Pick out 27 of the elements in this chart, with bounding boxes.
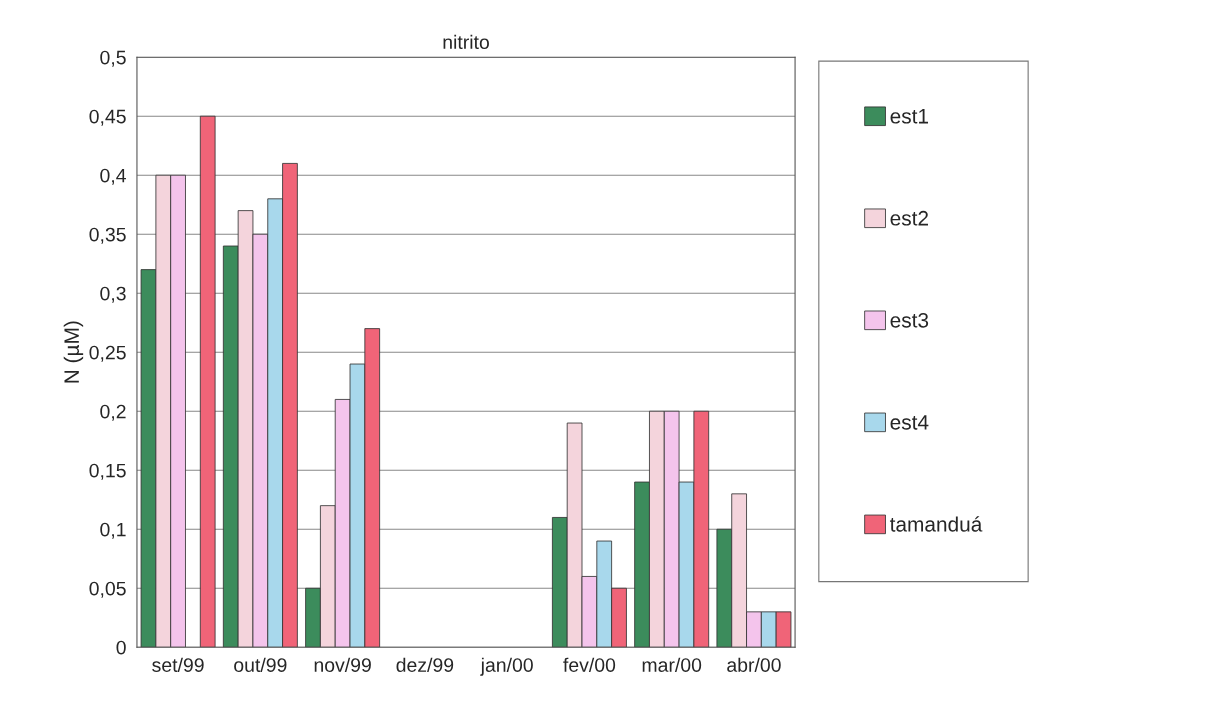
y-tick-label: 0,05 bbox=[89, 581, 126, 598]
y-axis-title: N (µM) bbox=[63, 321, 84, 383]
x-tick-label: mar/00 bbox=[642, 657, 702, 672]
x-tick-label: dez/99 bbox=[396, 657, 454, 672]
x-tick-label: fev/00 bbox=[563, 657, 616, 672]
y-tick-label: 0,3 bbox=[100, 286, 126, 303]
y-tick-label: 0,25 bbox=[89, 345, 126, 362]
x-tick-label: nov/99 bbox=[314, 657, 371, 672]
bar bbox=[199, 115, 216, 648]
legend-label: tamanduá bbox=[889, 516, 983, 532]
y-tick-label: 0 bbox=[116, 640, 126, 655]
y-tick-label: 0,35 bbox=[89, 227, 126, 244]
y-tick-label: 0,1 bbox=[100, 522, 126, 539]
y-tick-label: 0,2 bbox=[100, 404, 126, 421]
legend-label: est1 bbox=[890, 109, 929, 124]
x-tick-label: jan/00 bbox=[480, 657, 533, 676]
legend-label: est4 bbox=[890, 415, 929, 430]
legend-label: est2 bbox=[890, 210, 928, 226]
x-tick-label: out/99 bbox=[234, 657, 287, 672]
x-tick-label: set/99 bbox=[152, 657, 204, 672]
y-tick-label: 0,15 bbox=[89, 463, 126, 480]
chart-title: nitrito bbox=[443, 34, 489, 50]
y-tick-label: 0,5 bbox=[100, 50, 126, 67]
y-tick-label: 0,4 bbox=[100, 168, 126, 185]
legend-label: est3 bbox=[890, 312, 929, 328]
x-tick-label: abr/00 bbox=[727, 657, 781, 672]
y-tick-label: 0,45 bbox=[89, 109, 126, 126]
